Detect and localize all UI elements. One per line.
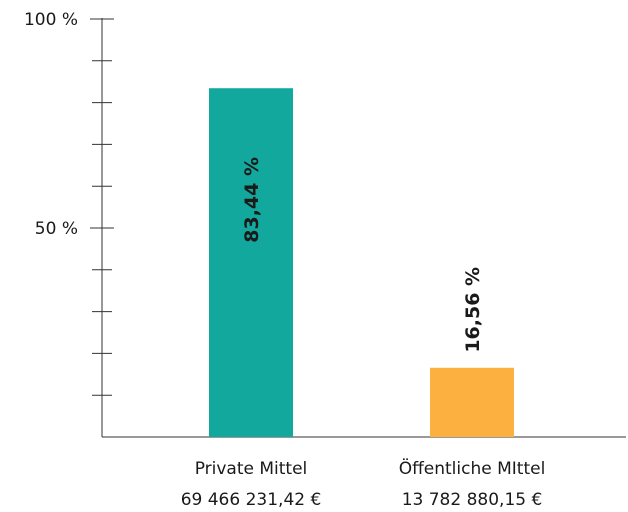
- y-axis-ticks: [90, 18, 114, 396]
- category-label-1: Private Mittel: [195, 459, 308, 479]
- data-label-1: 83,44 %: [241, 157, 263, 243]
- category-amount-1: 69 466 231,42 €: [181, 490, 322, 510]
- category-amount-2: 13 782 880,15 €: [402, 490, 543, 510]
- y-tick-label-100: 100 %: [24, 10, 78, 30]
- category-label-2: Öffentliche MIttel: [399, 457, 546, 479]
- y-axis-tick-labels: 50 % 100 %: [24, 10, 78, 239]
- y-tick-label-50: 50 %: [35, 219, 78, 239]
- bars-group: 83,44 % 16,56 %: [209, 88, 514, 438]
- data-label-2: 16,56 %: [462, 267, 484, 353]
- category-labels: Private Mittel 69 466 231,42 € Öffentliche…: [181, 457, 546, 510]
- bar-2: [430, 367, 514, 437]
- bar-1: [209, 88, 293, 438]
